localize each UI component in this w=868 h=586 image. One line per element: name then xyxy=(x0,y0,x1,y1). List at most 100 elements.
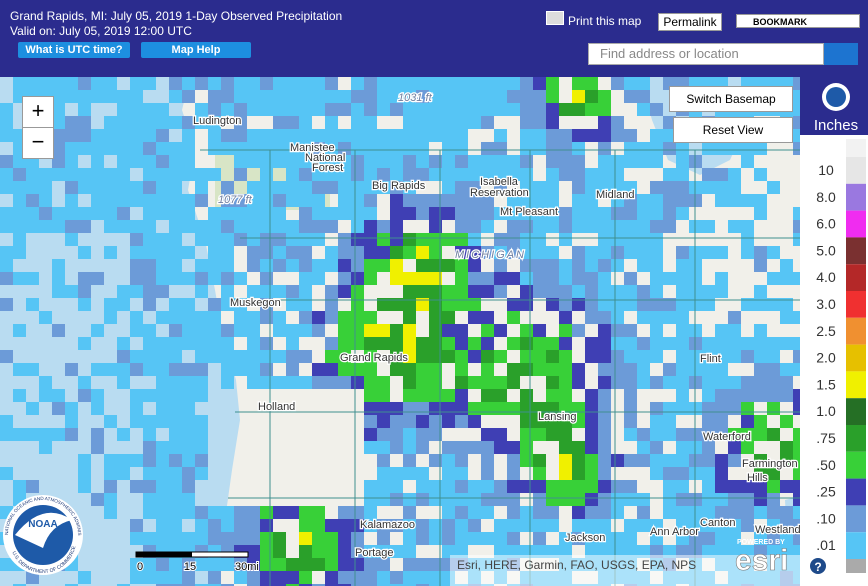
precip-cell xyxy=(559,415,572,428)
precip-cell xyxy=(728,389,741,402)
precip-cell xyxy=(507,441,520,454)
precip-cell xyxy=(598,233,611,246)
precip-cell xyxy=(663,402,676,415)
precip-cell xyxy=(442,584,455,586)
precip-cell xyxy=(572,519,585,532)
legend-swatch xyxy=(846,291,866,318)
precip-cell xyxy=(312,103,325,116)
precip-cell xyxy=(520,142,533,155)
precip-cell xyxy=(767,246,780,259)
precip-cell xyxy=(26,168,39,181)
precip-cell xyxy=(585,207,598,220)
precip-cell xyxy=(780,506,793,519)
reset-view[interactable]: Reset View xyxy=(673,117,793,143)
precip-cell xyxy=(455,506,468,519)
help-button[interactable]: Map Help xyxy=(141,42,251,58)
precip-cell xyxy=(728,168,741,181)
precip-cell xyxy=(624,428,637,441)
precip-cell xyxy=(377,467,390,480)
precip-cell xyxy=(663,129,676,142)
precip-cell xyxy=(208,584,221,586)
precip-cell xyxy=(208,506,221,519)
legend-swatch xyxy=(846,425,866,452)
precip-cell xyxy=(468,168,481,181)
precip-cell xyxy=(312,519,325,532)
precip-cell xyxy=(65,155,78,168)
precip-cell xyxy=(754,168,767,181)
precip-cell xyxy=(377,532,390,545)
precip-cell xyxy=(455,129,468,142)
precip-cell xyxy=(325,545,338,558)
precip-cell xyxy=(624,480,637,493)
permalink[interactable]: Permalink xyxy=(658,13,722,31)
search-box[interactable]: Find address or location xyxy=(588,43,824,65)
precip-cell xyxy=(208,337,221,350)
precip-cell xyxy=(741,246,754,259)
precip-cell xyxy=(455,155,468,168)
search-button[interactable] xyxy=(824,43,858,65)
precip-cell xyxy=(559,480,572,493)
precip-cell xyxy=(325,246,338,259)
precip-cell xyxy=(598,363,611,376)
precip-cell xyxy=(0,467,13,480)
precip-cell xyxy=(585,506,598,519)
precip-cell xyxy=(78,129,91,142)
precip-cell xyxy=(39,207,52,220)
precip-cell xyxy=(481,155,494,168)
utc-button[interactable]: What is UTC time? xyxy=(18,42,130,58)
precip-cell xyxy=(143,558,156,571)
precip-cell xyxy=(416,493,429,506)
print-icon[interactable] xyxy=(546,11,564,25)
precip-cell xyxy=(351,519,364,532)
legend-swatch xyxy=(846,371,866,399)
precip-cell xyxy=(702,493,715,506)
precip-cell xyxy=(416,519,429,532)
precip-cell xyxy=(533,454,546,467)
precip-cell xyxy=(598,168,611,181)
precip-cell xyxy=(416,285,429,298)
precip-cell xyxy=(286,324,299,337)
precip-cell xyxy=(221,181,234,194)
precip-cell xyxy=(481,363,494,376)
precip-cell xyxy=(572,324,585,337)
precip-cell xyxy=(286,376,299,389)
precip-cell xyxy=(78,571,91,584)
precip-cell xyxy=(260,168,273,181)
precip-cell xyxy=(169,142,182,155)
precip-cell xyxy=(143,298,156,311)
precip-cell xyxy=(429,272,442,285)
legend-swatch xyxy=(846,157,866,184)
precip-cell xyxy=(390,90,403,103)
precip-cell xyxy=(169,246,182,259)
precip-cell xyxy=(507,233,520,246)
county-lines xyxy=(200,149,800,586)
precip-cell xyxy=(182,363,195,376)
print-link[interactable]: Print this map xyxy=(568,14,642,28)
precip-cell xyxy=(780,259,793,272)
precip-cell xyxy=(559,311,572,324)
precip-cell xyxy=(546,77,559,90)
precip-cell xyxy=(637,207,650,220)
zoom-out[interactable]: − xyxy=(22,127,54,159)
precip-cell xyxy=(455,389,468,402)
precip-cell xyxy=(728,311,741,324)
precip-cell xyxy=(390,467,403,480)
switch-basemap[interactable]: Switch Basemap xyxy=(669,86,793,112)
precip-cell xyxy=(377,246,390,259)
precip-cell xyxy=(468,220,481,233)
precip-cell xyxy=(455,207,468,220)
precip-cell xyxy=(546,363,559,376)
precip-cell xyxy=(481,376,494,389)
precip-cell xyxy=(728,428,741,441)
precip-cell xyxy=(130,246,143,259)
precip-cell xyxy=(221,246,234,259)
precip-cell xyxy=(585,532,598,545)
precip-cell xyxy=(533,181,546,194)
bookmark[interactable]: BOOKMARK xyxy=(736,14,860,28)
precip-cell xyxy=(520,428,533,441)
precip-cell xyxy=(143,493,156,506)
legend-label: 1.0 xyxy=(816,403,836,419)
precip-cell xyxy=(546,207,559,220)
precip-cell xyxy=(481,467,494,480)
zoom-in[interactable]: + xyxy=(22,96,54,128)
